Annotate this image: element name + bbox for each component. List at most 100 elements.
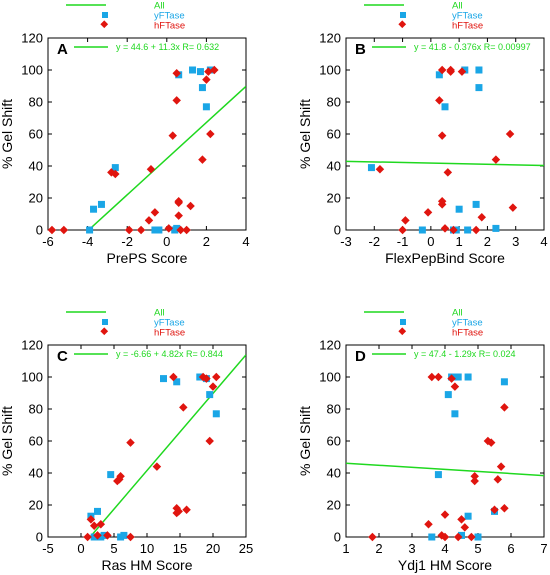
y-tick-label: 40: [29, 159, 43, 174]
x-axis-label: FlexPepBind Score: [385, 250, 505, 266]
legend-label-yftase: yFTase: [154, 11, 185, 22]
plot-frame: [345, 344, 545, 538]
point-yftase: [173, 224, 181, 232]
point-hftase: [126, 532, 135, 542]
point-hftase: [368, 532, 377, 542]
point-hftase: [490, 505, 499, 515]
y-tick-label: 80: [29, 402, 43, 417]
y-tick-label: 40: [327, 159, 341, 174]
y-tick-label: 60: [29, 127, 43, 142]
panel-letter: B: [355, 41, 366, 58]
x-tick-label: 3: [512, 234, 519, 249]
fit-equation: y = -6.66 + 4.82x R= 0.844: [116, 349, 223, 359]
point-hftase: [204, 67, 213, 76]
legend-label-all: All: [452, 308, 463, 319]
legend-label-all: All: [452, 1, 463, 12]
legend-marker-yftase: [400, 319, 406, 325]
y-tick-label: 100: [319, 63, 341, 78]
point-hftase: [435, 96, 444, 105]
y-tick-label: 60: [29, 434, 43, 449]
point-yftase: [90, 533, 98, 541]
x-tick-label: 15: [173, 541, 187, 556]
point-hftase: [111, 169, 120, 179]
y-tick-label: 60: [327, 434, 341, 449]
point-hftase: [59, 225, 69, 235]
point-yftase: [97, 200, 105, 208]
x-tick-label: 0: [427, 234, 434, 249]
point-yftase: [418, 226, 426, 234]
x-tick-label: 2: [203, 234, 210, 249]
point-hftase: [437, 200, 447, 209]
legend-marker-hftase: [398, 20, 407, 29]
legend-label-hftase: hFTase: [154, 328, 185, 339]
fit-equation: y = 41.8 - 0.376x R= 0.00997: [414, 42, 531, 52]
panel-d: 1 2 3 4 5 6 7 0 20 40 60 80 100 120 Ydj1 HM Score % Gel…: [297, 308, 548, 574]
point-hftase: [169, 372, 178, 382]
legend-marker-hftase: [100, 20, 109, 29]
point-hftase: [212, 372, 221, 382]
point-hftase: [450, 382, 460, 391]
y-tick-label: 120: [319, 31, 341, 46]
y-tick-label: 40: [327, 466, 341, 481]
x-tick-label: 4: [242, 234, 249, 249]
point-yftase: [90, 205, 98, 213]
point-hftase: [423, 208, 433, 217]
y-tick-label: 80: [29, 95, 43, 110]
point-yftase: [492, 224, 500, 232]
point-hftase: [136, 225, 146, 235]
x-tick-label: -4: [82, 234, 94, 249]
point-yftase: [464, 226, 472, 234]
point-hftase: [174, 196, 183, 206]
y-tick-label: 40: [29, 466, 43, 481]
x-tick-label: 2: [484, 234, 491, 249]
legend-marker-yftase: [102, 12, 108, 18]
point-hftase: [505, 129, 515, 139]
legend-label-all: All: [154, 308, 165, 319]
point-yftase: [451, 410, 459, 418]
fit-equation: y = 44.6 + 11.3x R= 0.632: [116, 42, 219, 52]
point-hftase: [434, 372, 443, 382]
point-hftase: [471, 225, 481, 235]
point-yftase: [202, 103, 210, 111]
point-hftase: [457, 515, 466, 524]
x-tick-label: -2: [121, 234, 133, 249]
legend-label-yftase: yFTase: [154, 318, 185, 329]
point-hftase: [202, 374, 211, 383]
legend-marker-yftase: [102, 319, 108, 325]
legend-label-all: All: [154, 1, 165, 12]
x-tick-label: 4: [540, 234, 547, 249]
x-tick-label: 0: [163, 234, 170, 249]
point-yftase: [475, 84, 483, 92]
legend-marker-yftase: [400, 12, 406, 18]
x-tick-label: 1: [342, 541, 349, 556]
point-hftase: [126, 438, 135, 447]
point-hftase: [186, 201, 195, 211]
point-yftase: [458, 531, 465, 539]
panel-letter: D: [355, 348, 366, 365]
fit-line: [87, 85, 246, 230]
x-tick-label: 6: [507, 541, 514, 556]
point-yftase: [198, 84, 206, 92]
x-tick-label: 5: [474, 541, 481, 556]
legend-label-yftase: yFTase: [452, 11, 483, 22]
point-hftase: [447, 374, 456, 383]
x-tick-label: 3: [408, 541, 415, 556]
point-yftase: [474, 533, 482, 541]
x-tick-label: -1: [397, 234, 409, 249]
point-hftase: [440, 510, 450, 519]
legend-marker-hftase: [100, 327, 109, 336]
legend-label-hftase: hFTase: [452, 328, 483, 339]
point-yftase: [500, 378, 508, 386]
x-axis-label: Ydj1 HM Score: [398, 557, 492, 573]
y-tick-label: 20: [327, 191, 341, 206]
y-tick-label: 80: [327, 95, 341, 110]
legend-label-hftase: hFTase: [452, 21, 483, 32]
point-yftase: [94, 507, 101, 515]
point-hftase: [486, 438, 496, 447]
point-hftase: [477, 212, 487, 222]
point-yftase: [86, 226, 94, 234]
x-tick-label: -2: [369, 234, 381, 249]
y-tick-label: 0: [36, 530, 43, 545]
